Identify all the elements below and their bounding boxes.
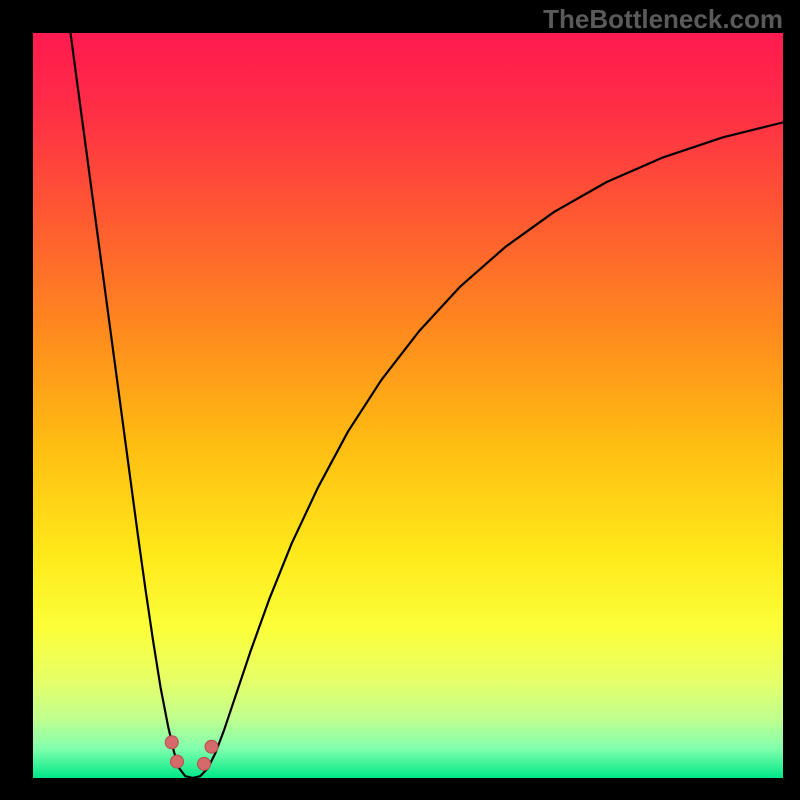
marker-dot <box>171 755 184 768</box>
chart-svg <box>33 33 783 778</box>
watermark-text: TheBottleneck.com <box>543 4 783 35</box>
marker-dot <box>205 740 218 753</box>
bottleneck-curve <box>71 33 784 778</box>
marker-dot <box>198 757 211 770</box>
marker-group <box>165 736 218 771</box>
marker-dot <box>165 736 178 749</box>
chart-plot-area <box>33 33 783 778</box>
